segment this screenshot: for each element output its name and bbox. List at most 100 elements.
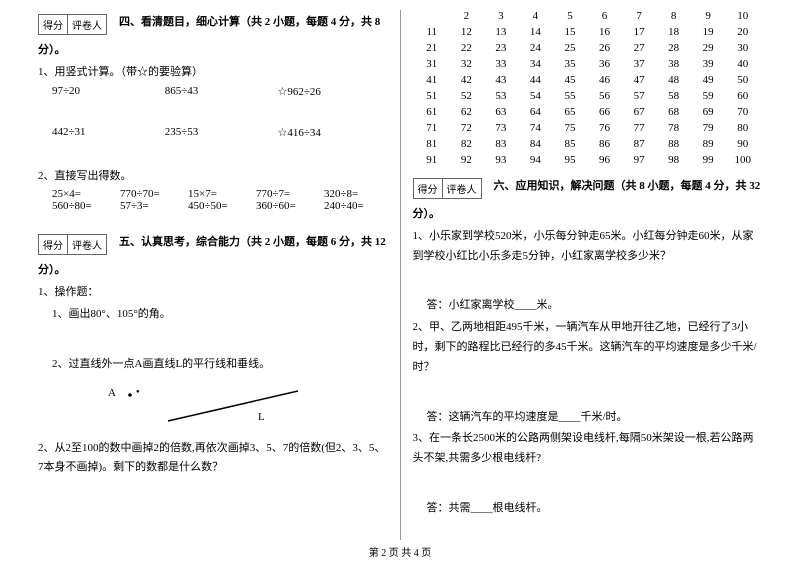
grid-cell: 78 — [660, 122, 687, 134]
right-column: 2345678910111213141516171819202122232425… — [405, 10, 771, 540]
expr: 25×4= — [52, 188, 102, 200]
grid-cell: 15 — [557, 26, 584, 38]
grader-label: 评卷人 — [68, 235, 106, 254]
calc-row-2: 442÷31 235÷53 ☆416÷34 — [38, 126, 388, 139]
point-a-label: A — [108, 387, 116, 399]
expr: 770÷7= — [256, 188, 306, 200]
grid-cell: 55 — [557, 90, 584, 102]
grid-cell: 66 — [591, 106, 618, 118]
grid-cell: 30 — [729, 42, 756, 54]
q5-1a: 1、画出80°、105°的角。 — [38, 305, 388, 325]
grader-label: 评卷人 — [68, 15, 106, 34]
grid-cell: 39 — [695, 58, 722, 70]
grid-cell: 93 — [488, 154, 515, 166]
grid-cell: 83 — [488, 138, 515, 150]
grid-cell: 68 — [660, 106, 687, 118]
grid-cell: 16 — [591, 26, 618, 38]
q6-1: 1、小乐家到学校520米，小乐每分钟走65米。小红每分钟走60米，从家到学校小红… — [413, 227, 763, 267]
grid-cell: 45 — [557, 74, 584, 86]
grid-cell: 5 — [557, 10, 584, 22]
a6-3: 答：共需____根电线杆。 — [413, 499, 763, 519]
grid-cell: 71 — [419, 122, 446, 134]
section-6-title: 六、应用知识，解决问题（共 8 小题，每题 4 分，共 32 — [494, 178, 763, 196]
grid-cell: 4 — [522, 10, 549, 22]
grid-cell: 32 — [453, 58, 480, 70]
a6-1: 答：小红家离学校____米。 — [413, 296, 763, 316]
section-4-title: 四、看清题目，细心计算（共 2 小题，每题 4 分，共 8 — [119, 14, 388, 32]
grid-cell: 97 — [626, 154, 653, 166]
expr: 320÷8= — [324, 188, 374, 200]
expr: 560÷80= — [52, 200, 102, 212]
score-box: 得分 评卷人 — [38, 14, 107, 35]
grid-cell: 20 — [729, 26, 756, 38]
grid-cell: 13 — [488, 26, 515, 38]
grid-cell: 90 — [729, 138, 756, 150]
grid-cell: 14 — [522, 26, 549, 38]
grid-cell: 53 — [488, 90, 515, 102]
section-5-header: 得分 评卷人 五、认真思考，综合能力（共 2 小题，每题 6 分，共 12 — [38, 234, 388, 255]
section-4-header: 得分 评卷人 四、看清题目，细心计算（共 2 小题，每题 4 分，共 8 — [38, 14, 388, 35]
expr: 770÷70= — [120, 188, 170, 200]
grid-cell: 19 — [695, 26, 722, 38]
grid-cell: 25 — [557, 42, 584, 54]
dot-icon: ● — [136, 389, 140, 395]
grid-cell: 58 — [660, 90, 687, 102]
grid-cell: 76 — [591, 122, 618, 134]
grid-cell: 10 — [729, 10, 756, 22]
grid-cell: 95 — [557, 154, 584, 166]
grid-cell: 54 — [522, 90, 549, 102]
expr: 235÷53 — [165, 126, 235, 139]
grid-cell: 44 — [522, 74, 549, 86]
grid-cell: 51 — [419, 90, 446, 102]
grid-cell: 62 — [453, 106, 480, 118]
grid-cell: 41 — [419, 74, 446, 86]
expr: 865÷43 — [165, 85, 235, 98]
expr: ☆962÷26 — [278, 85, 348, 98]
grid-cell: 11 — [419, 26, 446, 38]
geometry-figure: A ● L — [58, 383, 388, 433]
calc-row-3: 25×4= 770÷70= 15×7= 770÷7= 320÷8= — [38, 188, 388, 200]
score-box: 得分 评卷人 — [38, 234, 107, 255]
grid-cell: 79 — [695, 122, 722, 134]
grid-cell: 50 — [729, 74, 756, 86]
section-6-header: 得分 评卷人 六、应用知识，解决问题（共 8 小题，每题 4 分，共 32 — [413, 178, 763, 199]
expr: 97÷20 — [52, 85, 122, 98]
grid-cell: 73 — [488, 122, 515, 134]
grid-cell: 43 — [488, 74, 515, 86]
grid-cell: 22 — [453, 42, 480, 54]
grid-cell: 77 — [626, 122, 653, 134]
grid-cell: 89 — [695, 138, 722, 150]
grid-cell: 17 — [626, 26, 653, 38]
grid-cell: 28 — [660, 42, 687, 54]
score-label: 得分 — [414, 179, 443, 198]
grid-cell: 70 — [729, 106, 756, 118]
grid-cell: 33 — [488, 58, 515, 70]
grid-cell: 6 — [591, 10, 618, 22]
grid-cell: 64 — [522, 106, 549, 118]
grid-cell: 9 — [695, 10, 722, 22]
grid-cell: 27 — [626, 42, 653, 54]
grid-cell: 74 — [522, 122, 549, 134]
grid-cell: 96 — [591, 154, 618, 166]
number-grid: 2345678910111213141516171819202122232425… — [413, 10, 763, 166]
grid-cell: 47 — [626, 74, 653, 86]
grid-cell: 34 — [522, 58, 549, 70]
expr: ☆416÷34 — [278, 126, 348, 139]
score-label: 得分 — [39, 235, 68, 254]
expr: 450÷50= — [188, 200, 238, 212]
grid-cell: 91 — [419, 154, 446, 166]
grid-cell: 18 — [660, 26, 687, 38]
grid-cell: 72 — [453, 122, 480, 134]
grid-cell: 56 — [591, 90, 618, 102]
grid-cell: 75 — [557, 122, 584, 134]
grid-cell: 46 — [591, 74, 618, 86]
grid-cell: 98 — [660, 154, 687, 166]
grid-cell: 57 — [626, 90, 653, 102]
grid-cell: 69 — [695, 106, 722, 118]
section-4-title-cont: 分）。 — [38, 41, 388, 61]
q4-2: 2、直接写出得数。 — [38, 167, 388, 187]
grid-cell: 49 — [695, 74, 722, 86]
section-5-title: 五、认真思考，综合能力（共 2 小题，每题 6 分，共 12 — [119, 234, 388, 252]
grid-cell: 48 — [660, 74, 687, 86]
grid-cell: 37 — [626, 58, 653, 70]
